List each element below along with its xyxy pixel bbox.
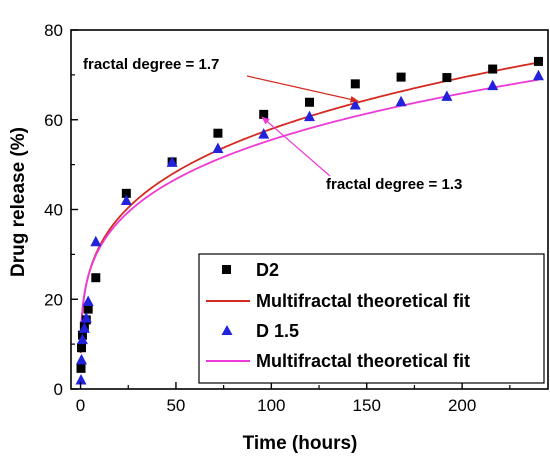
data-point-d15: [349, 98, 361, 110]
x-tick-label: 150: [353, 396, 381, 415]
y-tick-label: 20: [44, 290, 63, 309]
legend-marker-d15: [221, 325, 233, 335]
x-tick-label: 0: [76, 396, 85, 415]
x-axis-title: Time (hours): [243, 433, 358, 454]
data-point-d15: [78, 322, 90, 333]
data-point-d15: [75, 353, 87, 365]
data-point-d2: [305, 97, 314, 107]
data-point-d15: [166, 156, 178, 167]
data-point-d15: [532, 69, 544, 81]
y-tick-label: 60: [44, 111, 63, 130]
legend-label-d2: D2: [256, 260, 279, 280]
ticks-layer: 0 50 100 150 200 0 20 40 60 80: [44, 21, 511, 415]
data-point-d2: [259, 109, 269, 119]
plot-layer: [75, 56, 544, 385]
data-point-d2: [76, 343, 86, 353]
data-point-d15: [76, 333, 88, 345]
data-point-d15: [487, 79, 499, 91]
data-point-d15: [304, 110, 315, 122]
data-point-d2: [442, 73, 452, 83]
annotation-fractal-1-7-text: fractal degree = 1.7: [83, 56, 219, 73]
data-point-d2: [533, 56, 543, 66]
data-point-d15: [258, 128, 270, 139]
y-axis-title: Drug release (%): [8, 127, 29, 277]
legend-label-fit-pink: Multifractal theoretical fit: [256, 351, 470, 371]
data-point-d15: [82, 295, 94, 306]
data-point-d15: [212, 142, 224, 153]
legend-label-d15: D 1.5: [256, 321, 299, 341]
annotation-fractal-1-3-arrow: [261, 116, 331, 177]
x-tick-label: 200: [448, 396, 476, 415]
data-point-d15: [80, 312, 92, 323]
x-tick-label: 100: [257, 396, 285, 415]
data-point-d2: [76, 363, 86, 373]
annotation-fractal-1-7: fractal degree = 1.7: [83, 56, 359, 103]
data-point-d2: [91, 273, 101, 283]
x-tick-label: 50: [166, 396, 185, 415]
data-point-d2: [396, 72, 406, 82]
data-point-d15: [75, 374, 87, 385]
data-point-d2: [121, 188, 131, 198]
annotation-fractal-1-3: fractal degree = 1.3: [261, 116, 462, 193]
data-point-d2: [213, 128, 223, 138]
y-tick-label: 0: [54, 380, 63, 399]
annotation-fractal-1-7-arrow: [246, 75, 359, 103]
legend-label-fit-red: Multifractal theoretical fit: [256, 291, 470, 311]
annotation-fractal-1-3-text: fractal degree = 1.3: [326, 176, 462, 193]
legend: D2 Multifractal theoretical fit D 1.5 Mu…: [198, 253, 545, 384]
data-point-d15: [120, 194, 132, 206]
data-point-d15: [441, 90, 453, 101]
data-point-d2: [488, 64, 498, 74]
legend-marker-d2: [222, 265, 231, 274]
data-point-d15: [395, 95, 407, 107]
data-point-d2: [83, 304, 93, 314]
fit-curve-2: [79, 78, 539, 351]
data-point-d2: [350, 79, 360, 89]
y-tick-label: 80: [44, 21, 63, 40]
y-tick-label: 40: [44, 201, 63, 220]
data-point-d15: [90, 235, 102, 247]
legend-box: [198, 253, 545, 384]
